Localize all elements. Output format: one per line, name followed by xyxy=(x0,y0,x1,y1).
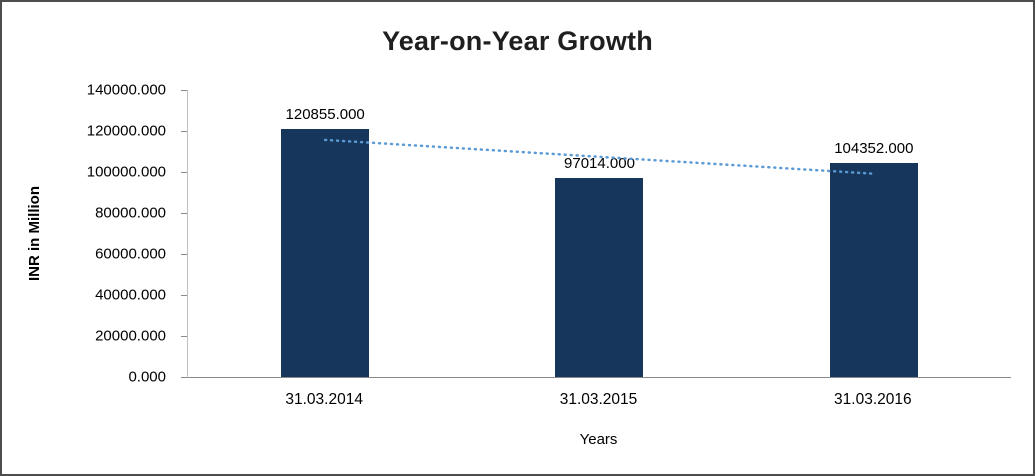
y-tick-mark xyxy=(181,376,187,378)
bar xyxy=(555,178,644,377)
y-tick-mark xyxy=(181,294,187,296)
y-tick-label: 60000.000 xyxy=(95,245,166,263)
y-tick-mark xyxy=(181,89,187,91)
bar xyxy=(829,163,918,377)
y-tick-label: 120000.000 xyxy=(86,122,166,140)
chart-title: Year-on-Year Growth xyxy=(382,26,653,56)
y-tick-mark xyxy=(181,212,187,214)
plot-area: 120855.000 97014.000 104352.000 xyxy=(181,89,1011,378)
x-tick-label: 31.03.2016 xyxy=(834,391,912,408)
x-tick-label: 31.03.2015 xyxy=(559,391,638,408)
bar-value-label: 104352.000 xyxy=(834,140,914,158)
y-tick-label: 80000.000 xyxy=(95,204,166,222)
y-tick-label: 0.000 xyxy=(128,368,166,386)
y-tick-label: 140000.000 xyxy=(86,81,166,99)
bar-series: 120855.000 97014.000 104352.000 xyxy=(188,90,1011,377)
y-tick-label: 40000.000 xyxy=(95,286,166,304)
y-tick-label: 100000.000 xyxy=(86,163,166,181)
x-axis-title: Years xyxy=(579,431,618,448)
y-tick-mark xyxy=(181,253,187,255)
bar xyxy=(281,129,370,377)
bar-slot: 104352.000 xyxy=(737,90,1011,377)
y-tick-mark xyxy=(181,130,187,132)
y-tick-mark xyxy=(181,171,187,173)
x-tick-label: 31.03.2014 xyxy=(285,391,363,408)
bar-slot: 120855.000 xyxy=(188,90,462,377)
bar-value-label: 120855.000 xyxy=(285,106,365,124)
bar-slot: 97014.000 xyxy=(462,90,736,377)
bar-value-label: 97014.000 xyxy=(564,155,635,173)
y-tick-mark xyxy=(181,335,187,337)
y-axis-tick-labels: 0.000 20000.000 40000.000 60000.000 80000.00… xyxy=(2,82,174,386)
y-tick-label: 20000.000 xyxy=(95,327,166,345)
x-axis-tick-labels: 31.03.2014 31.03.2015 31.03.2016 xyxy=(187,391,1010,409)
